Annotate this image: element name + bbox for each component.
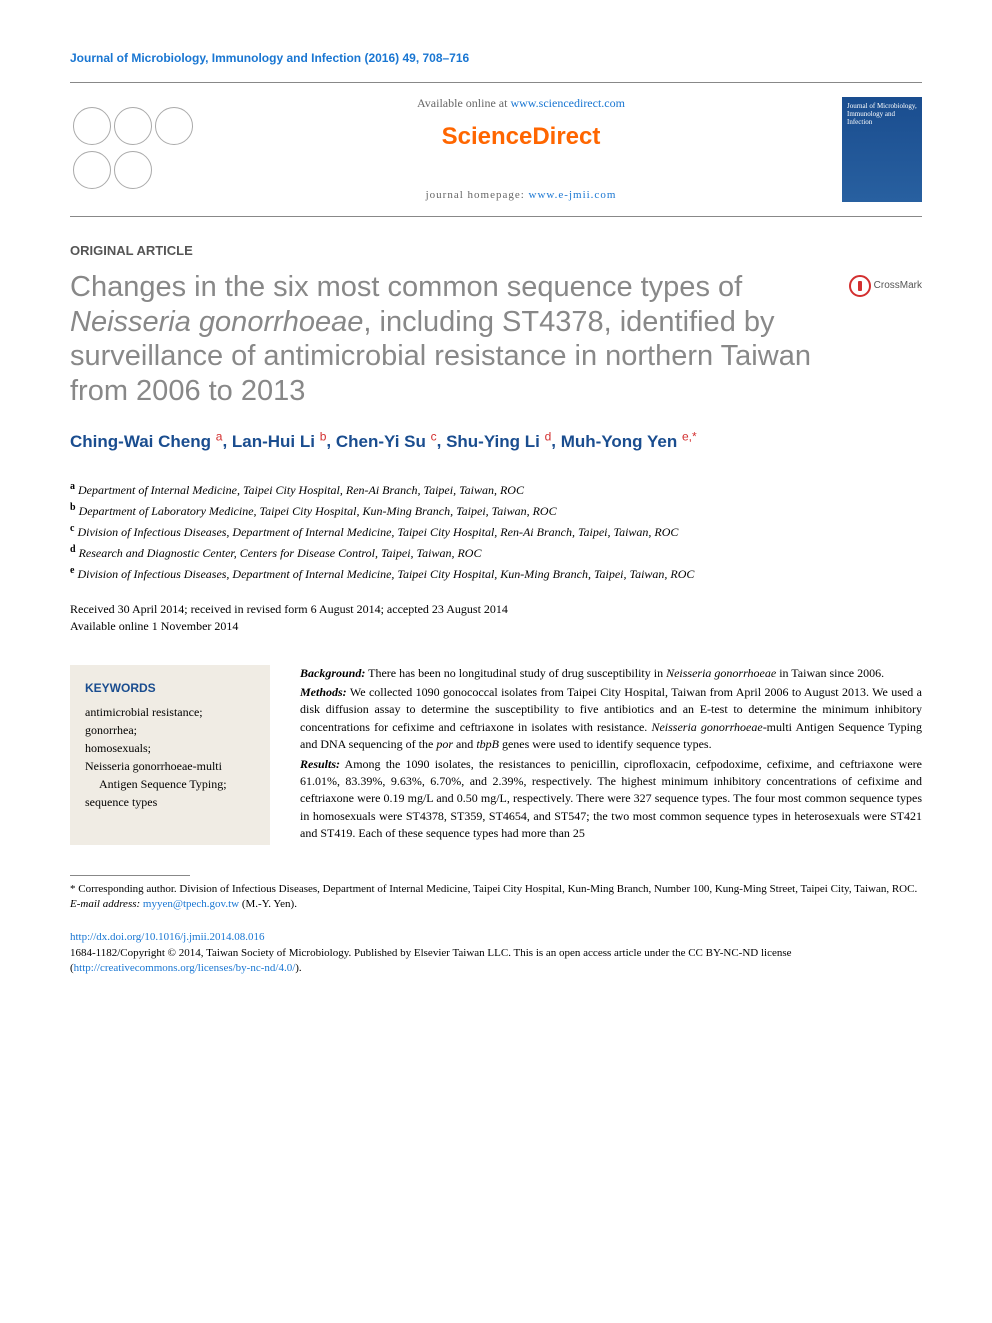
logo-icon — [114, 107, 152, 145]
sciencedirect-link[interactable]: www.sciencedirect.com — [510, 96, 625, 110]
title-row: Changes in the six most common sequence … — [70, 270, 922, 427]
author-affiliation-mark: d — [545, 429, 552, 443]
logo-icon — [114, 151, 152, 189]
keyword-item: Neisseria gonorrhoeae-multi Antigen Sequ… — [85, 757, 255, 793]
publication-dates: Received 30 April 2014; received in revi… — [70, 601, 922, 635]
abstract-results: Results: Among the 1090 isolates, the re… — [300, 756, 922, 843]
article-title: Changes in the six most common sequence … — [70, 270, 829, 409]
author: Lan-Hui Li b — [232, 432, 327, 451]
keywords-heading: KEYWORDS — [85, 680, 255, 697]
affiliation: cDivision of Infectious Diseases, Depart… — [70, 521, 922, 541]
background-species: Neisseria gonorrhoeae — [666, 666, 776, 680]
author: Muh-Yong Yen e,* — [561, 432, 697, 451]
title-species: Neisseria gonorrhoeae — [70, 306, 363, 338]
methods-label: Methods: — [300, 685, 347, 699]
email-suffix: (M.-Y. Yen). — [239, 898, 297, 910]
author-affiliation-mark: b — [320, 429, 327, 443]
copyright-close: ). — [295, 962, 301, 974]
abstract: Background: There has been no longitudin… — [300, 665, 922, 845]
sciencedirect-brand: ScienceDirect — [200, 120, 842, 154]
journal-header: Journal of Microbiology, Immunology and … — [70, 50, 922, 67]
author: Ching-Wai Cheng a — [70, 432, 222, 451]
results-label: Results: — [300, 757, 340, 771]
keyword-item: gonorrhea; — [85, 721, 255, 739]
methods-gene-tbpb: tbpB — [476, 737, 499, 751]
homepage-link[interactable]: www.e-jmii.com — [529, 189, 617, 201]
footnotes: * Corresponding author. Division of Infe… — [70, 882, 922, 913]
received-dates: Received 30 April 2014; received in revi… — [70, 601, 922, 618]
affiliation: bDepartment of Laboratory Medicine, Taip… — [70, 500, 922, 520]
keywords-abstract-row: KEYWORDS antimicrobial resistance;gonorr… — [70, 665, 922, 845]
journal-cover-thumbnail: Journal of Microbiology, Immunology and … — [842, 97, 922, 202]
methods-tail: genes were used to identify sequence typ… — [499, 737, 712, 751]
logo-icon — [73, 151, 111, 189]
affiliation-mark: b — [70, 502, 76, 513]
background-label: Background: — [300, 666, 365, 680]
footnote-rule — [70, 875, 190, 876]
crossmark-label: CrossMark — [874, 279, 922, 293]
author-affiliation-mark: e, — [682, 429, 692, 443]
keywords-box: KEYWORDS antimicrobial resistance;gonorr… — [70, 665, 270, 845]
affiliation-mark: c — [70, 523, 74, 534]
corresponding-label: Corresponding author. — [76, 883, 180, 895]
top-banner: Available online at www.sciencedirect.co… — [70, 82, 922, 217]
abstract-methods: Methods: We collected 1090 gonococcal is… — [300, 684, 922, 754]
email-label: E-mail address: — [70, 898, 143, 910]
homepage-prefix: journal homepage: — [426, 189, 529, 201]
affiliation-mark: d — [70, 544, 76, 555]
keywords-list: antimicrobial resistance;gonorrhea;homos… — [85, 703, 255, 811]
footer-info: http://dx.doi.org/10.1016/j.jmii.2014.08… — [70, 930, 922, 976]
journal-homepage: journal homepage: www.e-jmii.com — [200, 188, 842, 203]
author-affiliation-mark: a — [216, 429, 223, 443]
crossmark-badge[interactable]: CrossMark — [849, 275, 922, 297]
title-part-1: Changes in the six most common sequence … — [70, 271, 742, 303]
affiliation-mark: e — [70, 565, 74, 576]
methods-gene-por: por — [436, 737, 453, 751]
affiliation-mark: a — [70, 481, 75, 492]
author-list: Ching-Wai Cheng a, Lan-Hui Li b, Chen-Yi… — [70, 427, 922, 454]
available-prefix: Available online at — [417, 96, 510, 110]
keyword-item: antimicrobial resistance; — [85, 703, 255, 721]
doi-link[interactable]: http://dx.doi.org/10.1016/j.jmii.2014.08… — [70, 931, 264, 943]
email-line: E-mail address: myyen@tpech.gov.tw (M.-Y… — [70, 897, 922, 912]
affiliation: aDepartment of Internal Medicine, Taipei… — [70, 479, 922, 499]
keyword-item: sequence types — [85, 793, 255, 811]
online-date: Available online 1 November 2014 — [70, 618, 922, 635]
copyright-line: 1684-1182/Copyright © 2014, Taiwan Socie… — [70, 946, 922, 977]
society-logos — [70, 104, 200, 194]
cc-license-link[interactable]: http://creativecommons.org/licenses/by-n… — [74, 962, 296, 974]
author: Shu-Ying Li d — [446, 432, 551, 451]
article-type-label: ORIGINAL ARTICLE — [70, 242, 922, 260]
background-text: There has been no longitudinal study of … — [365, 666, 666, 680]
corresponding-author-note: * Corresponding author. Division of Infe… — [70, 882, 922, 897]
background-tail: in Taiwan since 2006. — [776, 666, 884, 680]
affiliations: aDepartment of Internal Medicine, Taipei… — [70, 479, 922, 583]
results-text: Among the 1090 isolates, the resistances… — [300, 757, 922, 841]
logo-icon — [155, 107, 193, 145]
available-online-text: Available online at www.sciencedirect.co… — [200, 95, 842, 112]
corresponding-text: Division of Infectious Diseases, Departm… — [179, 883, 917, 895]
email-link[interactable]: myyen@tpech.gov.tw — [143, 898, 239, 910]
affiliation: dResearch and Diagnostic Center, Centers… — [70, 542, 922, 562]
methods-species: Neisseria gonorrhoeae — [651, 720, 762, 734]
methods-and: and — [453, 737, 476, 751]
abstract-background: Background: There has been no longitudin… — [300, 665, 922, 682]
corresponding-star-mark: * — [692, 429, 697, 443]
banner-center: Available online at www.sciencedirect.co… — [200, 95, 842, 204]
logo-icon — [73, 107, 111, 145]
author: Chen-Yi Su c — [336, 432, 437, 451]
author-affiliation-mark: c — [431, 429, 437, 443]
crossmark-icon — [849, 275, 871, 297]
affiliation: eDivision of Infectious Diseases, Depart… — [70, 563, 922, 583]
keyword-item: homosexuals; — [85, 739, 255, 757]
